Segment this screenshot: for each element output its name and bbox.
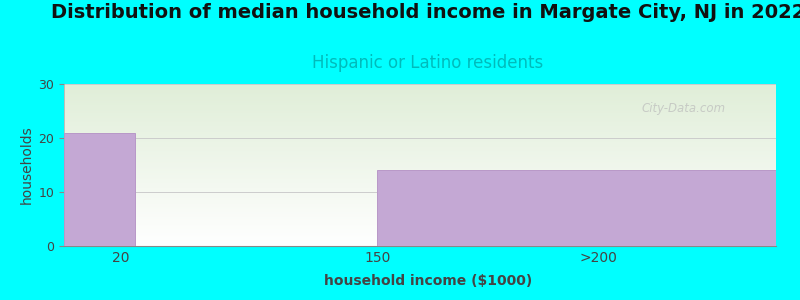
Text: City-Data.com: City-Data.com: [642, 102, 726, 115]
Text: household income ($1000): household income ($1000): [324, 274, 532, 288]
Bar: [378, 170, 776, 246]
Text: Distribution of median household income in Margate City, NJ in 2022: Distribution of median household income …: [51, 3, 800, 22]
Bar: [64, 133, 135, 246]
Y-axis label: households: households: [20, 126, 34, 204]
Text: Hispanic or Latino residents: Hispanic or Latino residents: [312, 54, 544, 72]
